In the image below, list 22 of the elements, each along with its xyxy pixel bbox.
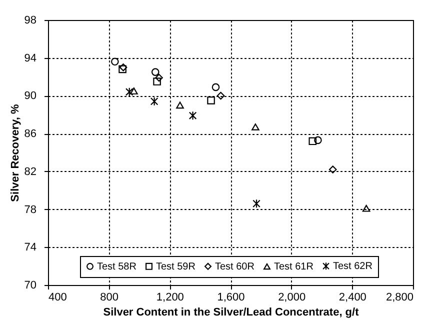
y-tick-label: 90 <box>24 90 36 102</box>
y-tick-label: 74 <box>24 242 36 254</box>
x-tick-label: 2,000 <box>278 292 306 304</box>
y-tick-label: 86 <box>24 128 36 140</box>
legend-label: Test 58R <box>97 261 136 272</box>
x-tick-label: 1,200 <box>156 292 184 304</box>
x-tick-label: 2,800 <box>386 292 414 304</box>
x-tick-label: 400 <box>48 292 67 304</box>
y-tick-label: 78 <box>24 204 36 216</box>
y-tick-label: 98 <box>24 14 36 26</box>
y-tick-label: 82 <box>24 166 36 178</box>
x-axis-title: Silver Content in the Silver/Lead Concentrate, g/t <box>103 306 360 318</box>
y-tick-label: 94 <box>24 52 36 64</box>
legend-label: Test 60R <box>215 261 254 272</box>
legend-label: Test 61R <box>274 262 314 272</box>
x-tick-label: 1,600 <box>217 292 245 304</box>
x-tick-label: 2,400 <box>338 292 366 304</box>
y-tick-label: 70 <box>24 280 36 292</box>
legend-label: Test 62R <box>333 261 372 272</box>
legend-label: Test 59R <box>156 261 196 272</box>
x-tick-label: 800 <box>100 292 119 304</box>
y-axis-title: Silver Recovery, % <box>9 104 22 202</box>
